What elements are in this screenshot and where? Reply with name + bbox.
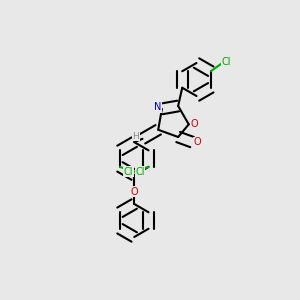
Text: Cl: Cl (124, 167, 133, 177)
Text: O: O (194, 137, 201, 147)
Text: H: H (133, 132, 139, 141)
Text: O: O (190, 119, 198, 129)
Text: Cl: Cl (135, 167, 145, 177)
Text: N: N (154, 102, 162, 112)
Text: Cl: Cl (222, 57, 231, 67)
Text: O: O (130, 187, 138, 197)
